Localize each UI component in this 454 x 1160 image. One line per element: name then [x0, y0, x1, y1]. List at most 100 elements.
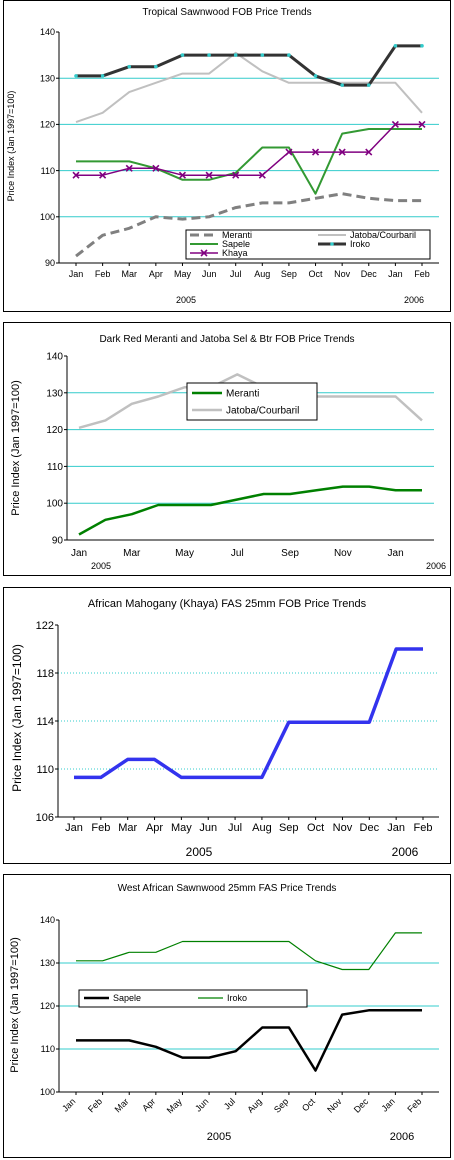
- chart-title: African Mahogany (Khaya) FAS 25mm FOB Pr…: [88, 598, 367, 610]
- series-jatoba-courbaril: [78, 373, 423, 430]
- series-jatoba-courbaril: [75, 51, 423, 124]
- x-tick-label: Jan: [387, 822, 405, 834]
- series-iroko: [76, 932, 422, 971]
- series-khaya: [74, 647, 423, 780]
- x-tick-label: Jan: [71, 548, 87, 559]
- series-line: [74, 647, 423, 780]
- x-tick-label: Jul: [228, 822, 242, 834]
- x-tick-label: Feb: [86, 1096, 104, 1114]
- year-label: 2006: [404, 295, 424, 305]
- y-axis-label: Price Index (Jan 1997=100): [6, 91, 16, 202]
- x-tick-label: Jan: [388, 548, 404, 559]
- chart-african-mahogany: African Mahogany (Khaya) FAS 25mm FOB Pr…: [10, 598, 439, 859]
- legend-box: [186, 382, 318, 421]
- data-point: [178, 171, 187, 179]
- y-tick-label: 140: [40, 915, 55, 925]
- y-tick-label: 120: [46, 425, 63, 436]
- year-label: 2005: [91, 561, 111, 571]
- series-line: [76, 128, 422, 195]
- legend-label: Jatoba/Courbaril: [350, 230, 416, 240]
- data-point: [311, 148, 320, 156]
- series-sapele: [76, 128, 422, 195]
- data-point: [180, 53, 185, 57]
- data-point: [340, 83, 344, 87]
- chart-title: West African Sawnwood 25mm FAS Price Tre…: [118, 883, 337, 894]
- x-tick-label: Oct: [309, 269, 324, 279]
- legend-label: Meranti: [226, 389, 259, 400]
- legend-label: Iroko: [350, 239, 370, 249]
- data-point: [260, 53, 265, 57]
- x-tick-label: Jun: [202, 269, 217, 279]
- chart-tropical-sawnwood: Tropical Sawnwood FOB Price Trends Price…: [6, 7, 439, 305]
- data-point: [285, 148, 293, 156]
- data-point: [330, 242, 334, 246]
- x-tick-label: Nov: [334, 548, 352, 559]
- y-tick-label: 140: [40, 27, 55, 37]
- x-tick-label: Sep: [272, 1096, 290, 1114]
- y-tick-label: 118: [36, 668, 54, 680]
- x-tick-label: Aug: [252, 822, 272, 834]
- x-tick-label: Sep: [281, 269, 297, 279]
- y-tick-label: 130: [40, 958, 55, 968]
- x-tick-label: Feb: [405, 1096, 423, 1114]
- x-tick-label: Dec: [361, 269, 378, 279]
- x-tick-label: Apr: [146, 822, 163, 834]
- x-tick-label: May: [174, 269, 192, 279]
- data-point: [233, 53, 238, 57]
- series-line: [75, 51, 423, 124]
- series-line: [78, 485, 422, 536]
- data-point: [287, 53, 291, 57]
- chart-meranti-jatoba: Dark Red Meranti and Jatoba Sel & Btr FO…: [10, 334, 446, 571]
- x-tick-label: May: [175, 548, 194, 559]
- x-tick-label: Jun: [193, 1096, 210, 1113]
- data-point: [420, 44, 424, 48]
- y-tick-label: 100: [40, 212, 55, 222]
- y-tick-label: 130: [40, 73, 55, 83]
- x-tick-label: Jan: [379, 1096, 396, 1113]
- data-point: [72, 171, 80, 179]
- data-point: [393, 44, 398, 48]
- year-label: 2006: [390, 1131, 414, 1143]
- y-tick-label: 110: [41, 1044, 55, 1054]
- y-tick-label: 110: [47, 462, 63, 473]
- x-tick-label: Dec: [360, 822, 380, 834]
- x-tick-label: Mar: [113, 1096, 131, 1114]
- x-tick-label: Jan: [388, 269, 403, 279]
- series-line: [76, 44, 422, 87]
- x-tick-label: Feb: [91, 822, 110, 834]
- chart-panel-4: West African Sawnwood 25mm FAS Price Tre…: [3, 874, 451, 1158]
- x-tick-label: Dec: [352, 1096, 371, 1115]
- data-point: [200, 249, 208, 257]
- y-tick-label: 100: [46, 499, 63, 510]
- y-tick-label: 110: [36, 764, 54, 776]
- legend-label: Iroko: [227, 993, 247, 1003]
- x-tick-label: Mar: [118, 822, 137, 834]
- y-tick-label: 90: [45, 258, 55, 268]
- data-point: [418, 120, 426, 128]
- series-line: [76, 1009, 422, 1072]
- year-label: 2005: [176, 295, 196, 305]
- data-point: [232, 171, 240, 179]
- x-tick-label: Apr: [149, 269, 163, 279]
- y-tick-label: 110: [41, 166, 55, 176]
- x-tick-label: Aug: [254, 269, 270, 279]
- data-point: [152, 164, 160, 172]
- y-tick-label: 140: [46, 352, 63, 363]
- legend-label: Sapele: [113, 993, 141, 1003]
- chart-panel-2: Dark Red Meranti and Jatoba Sel & Btr FO…: [3, 322, 451, 576]
- x-tick-label: Jul: [222, 1096, 237, 1111]
- chart-panel-3: African Mahogany (Khaya) FAS 25mm FOB Pr…: [3, 587, 451, 864]
- y-tick-label: 120: [40, 120, 55, 130]
- y-tick-label: 100: [40, 1087, 55, 1097]
- chart-west-african-sawnwood: West African Sawnwood 25mm FAS Price Tre…: [9, 883, 439, 1143]
- data-point: [338, 148, 346, 156]
- legend-label: Khaya: [222, 248, 248, 258]
- data-point: [99, 171, 107, 179]
- x-tick-label: Oct: [307, 822, 324, 834]
- x-tick-label: Nov: [334, 269, 351, 279]
- x-tick-label: Feb: [95, 269, 111, 279]
- data-point: [391, 120, 399, 128]
- x-tick-label: Jul: [231, 548, 244, 559]
- x-tick-label: Feb: [414, 269, 430, 279]
- series-meranti: [78, 485, 422, 536]
